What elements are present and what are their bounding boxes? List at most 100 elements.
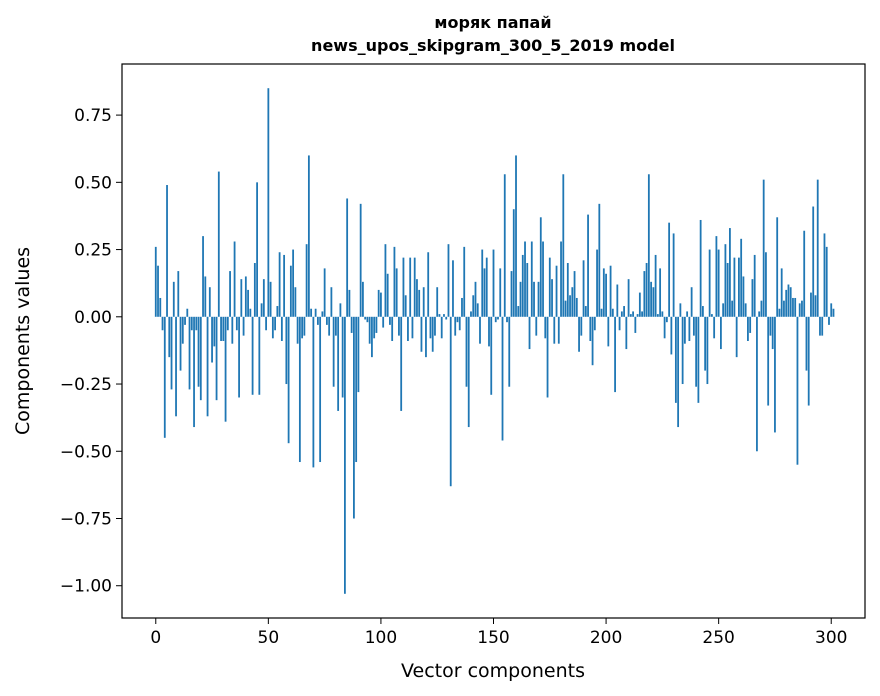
bar-230 [672,233,675,317]
x-tick-label-5: 250 [702,628,734,648]
bar-164 [524,241,526,317]
bar-122 [429,316,432,339]
bar-21 [202,236,204,317]
bar-246 [708,249,711,317]
bar-42 [249,308,252,317]
bar-163 [521,254,524,317]
bar-16 [190,316,193,331]
bar-187 [575,297,578,317]
bar-95 [368,316,371,344]
bar-65 [301,316,304,339]
bar-84 [344,316,346,594]
bar-227 [665,316,668,323]
bar-80 [334,316,337,336]
bar-206 [618,316,621,331]
bar-240 [695,316,698,387]
bar-34 [231,316,234,344]
y-tick-label-7: 0.75 [74,106,112,126]
bar-55 [278,252,281,317]
bar-252 [722,303,725,317]
bar-232 [677,316,680,428]
bar-4 [163,316,166,438]
bar-28 [217,171,220,317]
bar-129 [445,316,448,320]
bar-266 [753,254,756,317]
bar-276 [776,217,779,317]
bar-14 [186,308,189,317]
bar-37 [238,316,240,398]
bar-82 [339,303,342,317]
bar-43 [251,316,254,395]
bar-135 [458,316,461,331]
bar-152 [497,316,499,320]
bar-262 [744,303,747,317]
bar-32 [226,316,229,331]
bar-144 [479,316,481,344]
bar-239 [692,316,695,336]
bar-17 [193,316,195,428]
bar-45 [256,182,258,317]
x-tick-label-4: 200 [590,628,622,648]
bar-67 [305,244,308,317]
bar-251 [720,316,722,350]
bar-287 [801,300,803,317]
bar-281 [787,284,790,317]
bar-115 [413,257,416,317]
bar-165 [526,263,529,317]
bar-7 [170,316,173,390]
bar-292 [812,206,815,317]
bar-180 [560,241,562,317]
bar-31 [224,316,227,422]
bar-174 [546,316,549,398]
bar-295 [819,316,821,336]
bar-217 [643,271,646,317]
bar-199 [602,268,605,317]
bar-209 [625,316,628,350]
bar-207 [620,311,623,317]
bar-294 [816,179,819,317]
bar-289 [805,316,808,371]
bar-66 [303,316,306,336]
bar-285 [796,316,799,465]
bar-196 [596,249,598,317]
bar-182 [564,300,567,317]
bar-74 [321,311,324,317]
bar-24 [208,287,211,317]
bar-215 [638,292,641,317]
bar-189 [580,316,583,336]
bar-30 [222,316,225,341]
bar-264 [749,316,752,333]
bar-141 [472,295,475,317]
bar-121 [427,252,430,317]
bar-218 [645,263,648,317]
bar-183 [566,263,569,317]
bar-9 [175,316,177,417]
bar-143 [476,303,479,317]
bar-190 [582,260,585,317]
bar-238 [690,287,693,317]
y-tick-label-1: −0.75 [60,509,112,529]
bar-49 [265,316,267,331]
bar-200 [605,273,607,317]
bar-104 [389,316,391,325]
bar-234 [681,316,684,385]
bar-130 [447,244,450,317]
bar-118 [420,316,423,352]
bar-150 [492,249,495,317]
bar-156 [506,316,508,323]
bar-145 [481,249,484,317]
bar-97 [373,316,376,339]
bar-106 [393,246,396,317]
bar-117 [418,289,421,317]
bar-275 [774,316,776,433]
bar-270 [762,179,765,317]
y-tick-label-6: 0.50 [74,173,112,193]
bar-288 [803,230,806,317]
y-tick-label-3: −0.25 [60,375,112,395]
bar-146 [483,268,486,317]
bar-203 [611,308,614,317]
bar-139 [467,316,470,428]
bar-47 [260,303,263,317]
bar-235 [683,316,686,344]
bar-123 [431,316,434,352]
